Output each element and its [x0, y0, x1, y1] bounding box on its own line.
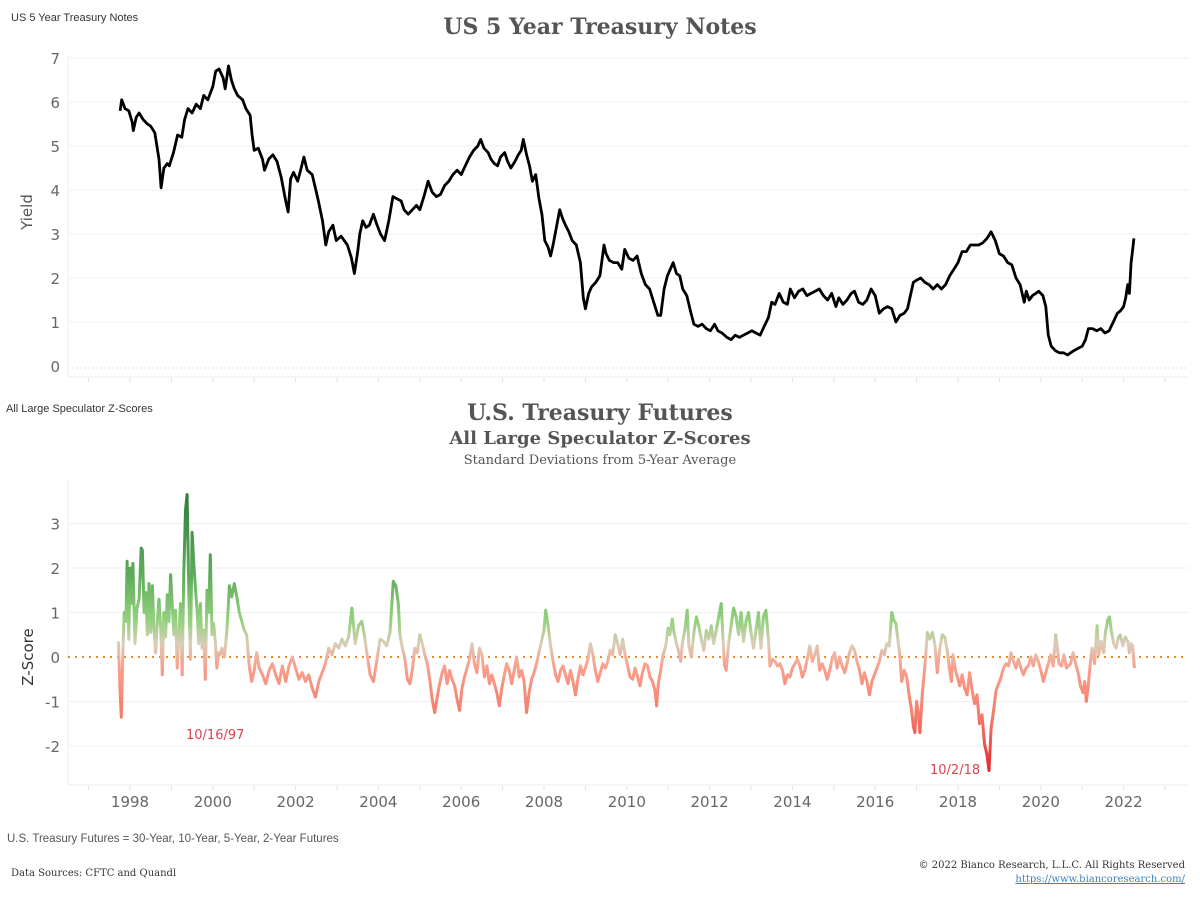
bottom-x-tick-label: 2008 — [525, 793, 563, 810]
bottom-x-tick-label: 2018 — [939, 793, 977, 810]
bottom-chart-subtitle: All Large Speculator Z-Scores — [449, 428, 751, 449]
top-y-tick-label: 0 — [50, 358, 60, 376]
bottom-x-tick-label: 1998 — [111, 793, 149, 810]
top-y-tick-label: 7 — [50, 50, 60, 68]
bottom-x-tick-labels: 1998 2000 2002 2004 2006 2008 2010 2012 2014 2016… — [111, 793, 1143, 810]
bottom-x-tick-label: 2012 — [691, 793, 729, 810]
top-y-tick-label: 1 — [50, 314, 60, 332]
footnote: U.S. Treasury Futures = 30-Year, 10-Year… — [7, 833, 339, 845]
bottom-y-axis-label: Z-Score — [19, 628, 37, 685]
bottom-x-tick-label: 2020 — [1022, 793, 1060, 810]
bottom-y-tick-label: 2 — [50, 560, 60, 578]
top-y-axis-label: Yield — [18, 194, 36, 231]
top-y-tick-label: 3 — [50, 226, 60, 244]
data-sources: Data Sources: CFTC and Quandl — [11, 868, 177, 879]
bottom-y-tick-label: 1 — [50, 605, 60, 623]
bottom-x-tick-label: 2014 — [773, 793, 811, 810]
yield-series-line — [118, 64, 1136, 357]
sheet-label-bottom: All Large Speculator Z-Scores — [6, 403, 153, 415]
website-link[interactable]: https://www.biancoresearch.com/ — [1015, 874, 1185, 885]
copyright: © 2022 Bianco Research, L.L.C. All Right… — [918, 860, 1185, 871]
bottom-y-tick-label: -2 — [45, 738, 60, 756]
bottom-x-tick-label: 2000 — [194, 793, 232, 810]
annotation-label: 10/16/97 — [186, 728, 244, 743]
top-gridlines — [67, 55, 1188, 378]
bottom-chart-caption: Standard Deviations from 5-Year Average — [463, 453, 737, 468]
bottom-x-tick-label: 2022 — [1105, 793, 1143, 810]
bottom-x-tick-label: 2016 — [856, 793, 894, 810]
bottom-y-tick-label: -1 — [45, 694, 60, 712]
annotation-label: 10/2/18 — [930, 763, 980, 778]
z-score-series-line — [116, 493, 1136, 772]
bottom-x-tick-label: 2010 — [608, 793, 646, 810]
bottom-x-tick-label: 2002 — [277, 793, 315, 810]
bottom-y-tick-label: 0 — [50, 649, 60, 667]
annotations: 10/16/97 10/2/18 — [186, 728, 980, 778]
bottom-x-tick-label: 2004 — [359, 793, 397, 810]
sheet-label-top: US 5 Year Treasury Notes — [11, 12, 139, 24]
bottom-gridlines — [67, 480, 1188, 786]
bottom-chart-title: U.S. Treasury Futures — [467, 400, 733, 426]
bottom-x-tick-marks — [88, 785, 1166, 790]
bottom-y-tick-label: 3 — [50, 516, 60, 534]
top-y-tick-label: 2 — [50, 270, 60, 288]
top-y-tick-label: 6 — [50, 94, 60, 112]
top-x-tick-marks — [88, 377, 1166, 382]
top-y-tick-label: 5 — [50, 138, 60, 156]
top-y-tick-label: 4 — [50, 182, 60, 200]
bottom-y-tick-labels: -2 -1 0 1 2 3 — [45, 516, 60, 757]
top-chart: 0 1 2 3 4 5 6 7 Yield — [18, 50, 1188, 382]
top-chart-title: US 5 Year Treasury Notes — [443, 14, 757, 40]
bottom-chart: -2 -1 0 1 2 3 Z-Score 1998 2000 2002 2004 2006 200… — [19, 480, 1188, 810]
top-y-tick-labels: 0 1 2 3 4 5 6 7 — [50, 50, 60, 376]
bottom-x-tick-label: 2006 — [442, 793, 480, 810]
